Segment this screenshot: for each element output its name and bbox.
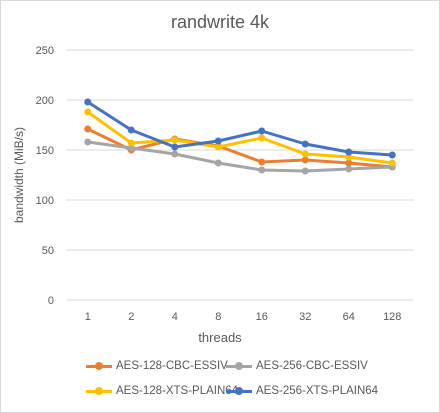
series-point	[171, 136, 179, 144]
series-line	[86, 140, 394, 173]
series-point	[171, 143, 179, 151]
legend-swatch-marker	[235, 362, 243, 370]
series-point	[388, 159, 396, 167]
y-tick-label: 50	[42, 245, 54, 257]
x-tick-label: 32	[299, 311, 311, 323]
series-point	[258, 158, 266, 166]
legend-item: AES-128-XTS-PLAIN64	[86, 385, 238, 397]
series-point	[214, 137, 222, 145]
x-tick-label: 8	[215, 311, 221, 323]
x-tick-label: 1	[85, 311, 91, 323]
legend-swatch	[226, 361, 252, 371]
legend-label: AES-256-XTS-PLAIN64	[256, 385, 379, 397]
x-axis-label: threads	[198, 330, 242, 345]
series-line	[86, 100, 394, 157]
x-tick-label: 4	[172, 311, 178, 323]
legend-label: AES-256-CBC-ESSIV	[256, 360, 368, 372]
series-point	[258, 134, 266, 142]
series-point	[214, 159, 222, 167]
y-tick-label: 250	[36, 45, 54, 57]
legend-swatch	[226, 386, 252, 396]
series-point	[127, 139, 135, 147]
series-point	[345, 159, 353, 167]
series-point	[388, 151, 396, 159]
series-point	[345, 165, 353, 173]
legend-label: AES-128-XTS-PLAIN64	[116, 385, 239, 397]
series-point	[258, 166, 266, 174]
y-tick-label: 0	[48, 295, 54, 307]
legend-item: AES-128-CBC-ESSIV	[86, 360, 228, 372]
legend-swatch	[86, 386, 112, 396]
series-point	[84, 98, 92, 106]
chart-title: randwrite 4k	[170, 12, 270, 32]
y-tick-label: 200	[36, 95, 54, 107]
series-point	[84, 138, 92, 146]
series-point	[171, 150, 179, 158]
series-point	[301, 167, 309, 175]
legend-swatch	[86, 361, 112, 371]
series-point	[127, 126, 135, 134]
series-line	[86, 110, 394, 165]
legend-item: AES-256-CBC-ESSIV	[226, 360, 368, 372]
series-point	[345, 148, 353, 156]
x-tick-label: 2	[128, 311, 134, 323]
x-tick-label: 64	[343, 311, 355, 323]
series-point	[301, 150, 309, 158]
series-point	[214, 143, 222, 151]
legend-item: AES-256-XTS-PLAIN64	[226, 385, 378, 397]
legend-swatch-marker	[235, 387, 243, 395]
y-tick-label: 100	[36, 195, 54, 207]
series-point	[127, 144, 135, 152]
x-tick-label: 128	[383, 311, 401, 323]
series-point	[84, 125, 92, 133]
y-tick-label: 150	[36, 145, 54, 157]
series-point	[258, 127, 266, 135]
legend-swatch-marker	[95, 362, 103, 370]
legend-label: AES-128-CBC-ESSIV	[116, 360, 228, 372]
series-point	[345, 153, 353, 161]
series-point	[301, 140, 309, 148]
legend-swatch-marker	[95, 387, 103, 395]
series-point	[301, 156, 309, 164]
series-point	[84, 108, 92, 116]
x-tick-label: 16	[256, 311, 268, 323]
